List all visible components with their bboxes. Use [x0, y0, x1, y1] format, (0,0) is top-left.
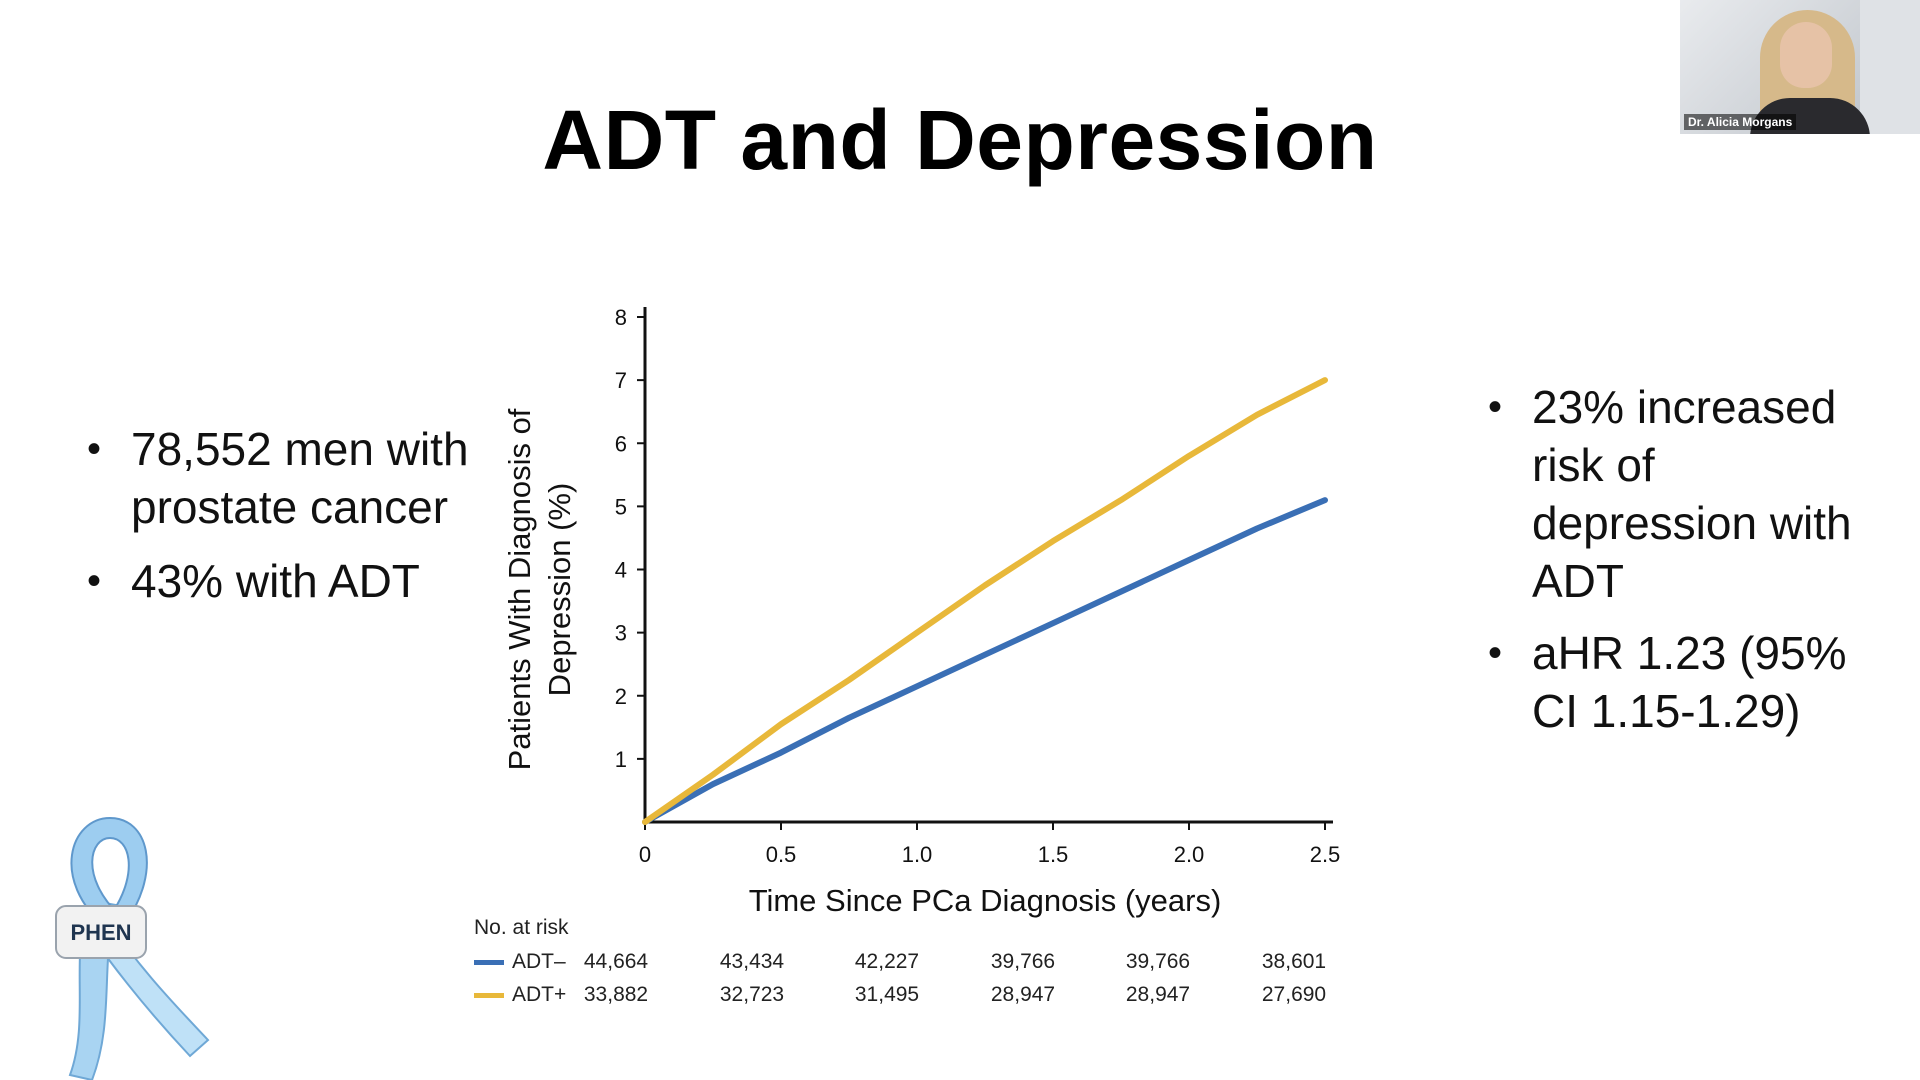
- risk-value: 28,947: [990, 983, 1056, 1006]
- legend-line-icon: [474, 992, 504, 998]
- risk-value: 28,947: [1125, 983, 1191, 1006]
- legend-line-icon: [474, 959, 504, 965]
- risk-value: 38,601: [1261, 950, 1327, 973]
- y-tick-label: 2: [615, 684, 627, 709]
- x-tick-label: 2.5: [1310, 842, 1341, 867]
- risk-table-header: No. at risk: [474, 916, 569, 939]
- risk-value: 44,664: [583, 950, 649, 973]
- awareness-ribbon-logo: PHEN: [55, 816, 210, 1080]
- risk-table: No. at risk ADT– 44,664 43,434 42,227 39,766…: [474, 916, 1326, 1016]
- bullet-dot-icon: •: [1488, 385, 1503, 429]
- risk-value: 32,723: [719, 983, 785, 1006]
- bullet-text: 43% with ADT: [131, 555, 420, 607]
- x-tick-label: 1.0: [902, 842, 933, 867]
- risk-value: 39,766: [1125, 950, 1191, 973]
- x-axis-title: Time Since PCa Diagnosis (years): [749, 883, 1222, 918]
- series-line-adt-plus: [642, 377, 1328, 825]
- slide-title: ADT and Depression: [542, 93, 1378, 187]
- risk-table-rows: ADT– 44,664 43,434 42,227 39,766 39,766 38,601…: [474, 950, 1326, 1016]
- risk-row: ADT– 44,664 43,434 42,227 39,766 39,766 38,601: [474, 950, 1326, 983]
- risk-value: 39,766: [990, 950, 1056, 973]
- webcam-name-label: Dr. Alicia Morgans: [1684, 114, 1797, 130]
- risk-value: 43,434: [719, 950, 785, 973]
- depression-line-chart: 0 0.5 1.0 1.5 2.0 2.5 1 2 3 4 5 6 7 8 Time Since PCa D…: [502, 305, 1341, 918]
- x-tick-label: 0: [639, 842, 651, 867]
- y-axis-title-line2: Depression (%): [542, 483, 577, 697]
- bullet-item: • 43% with ADT: [87, 552, 471, 610]
- y-tick-label: 3: [615, 621, 627, 646]
- speaker-face: [1780, 22, 1832, 88]
- webcam-video-tile[interactable]: Dr. Alicia Morgans: [1680, 0, 1920, 134]
- y-tick-label: 1: [615, 747, 627, 772]
- phen-badge: [55, 905, 147, 959]
- risk-row-label: ADT–: [512, 950, 566, 973]
- bullet-item: • 23% increased risk of depression with A…: [1488, 378, 1892, 610]
- risk-value: 31,495: [854, 983, 920, 1006]
- x-tick-label: 0.5: [766, 842, 797, 867]
- x-tick-label: 1.5: [1038, 842, 1069, 867]
- risk-row: ADT+ 33,882 32,723 31,495 28,947 28,947 27,690: [474, 983, 1326, 1016]
- bullet-dot-icon: •: [87, 559, 102, 603]
- risk-value: 33,882: [583, 983, 649, 1006]
- risk-value: 42,227: [854, 950, 920, 973]
- bullet-text: 78,552 men with prostate cancer: [131, 423, 469, 533]
- bullet-text: 23% increased risk of depression with AD…: [1532, 381, 1852, 607]
- bullet-dot-icon: •: [87, 427, 102, 471]
- bullet-text: aHR 1.23 (95% CI 1.15-1.29): [1532, 627, 1847, 737]
- bullet-item: • 78,552 men with prostate cancer: [87, 420, 471, 536]
- y-axis-title: Patients With Diagnosis of: [502, 408, 537, 770]
- right-bullet-list: • 23% increased risk of depression with A…: [1488, 378, 1892, 754]
- risk-row-legend: ADT–: [474, 950, 566, 974]
- bullet-dot-icon: •: [1488, 631, 1503, 675]
- risk-row-legend: ADT+: [474, 983, 566, 1007]
- y-tick-label: 6: [615, 431, 627, 456]
- left-bullet-list: • 78,552 men with prostate cancer • 43% wi…: [87, 420, 471, 626]
- y-tick-label: 4: [615, 558, 627, 583]
- y-tick-label: 5: [615, 494, 627, 519]
- risk-row-label: ADT+: [512, 983, 567, 1006]
- risk-value: 27,690: [1261, 983, 1327, 1006]
- series-line-adt-minus: [642, 497, 1328, 825]
- x-tick-label: 2.0: [1174, 842, 1205, 867]
- bullet-item: • aHR 1.23 (95% CI 1.15-1.29): [1488, 624, 1892, 740]
- webcam-background: [1860, 0, 1920, 134]
- y-tick-label: 8: [615, 305, 627, 330]
- y-tick-label: 7: [615, 368, 627, 393]
- phen-label: PHEN: [70, 920, 131, 945]
